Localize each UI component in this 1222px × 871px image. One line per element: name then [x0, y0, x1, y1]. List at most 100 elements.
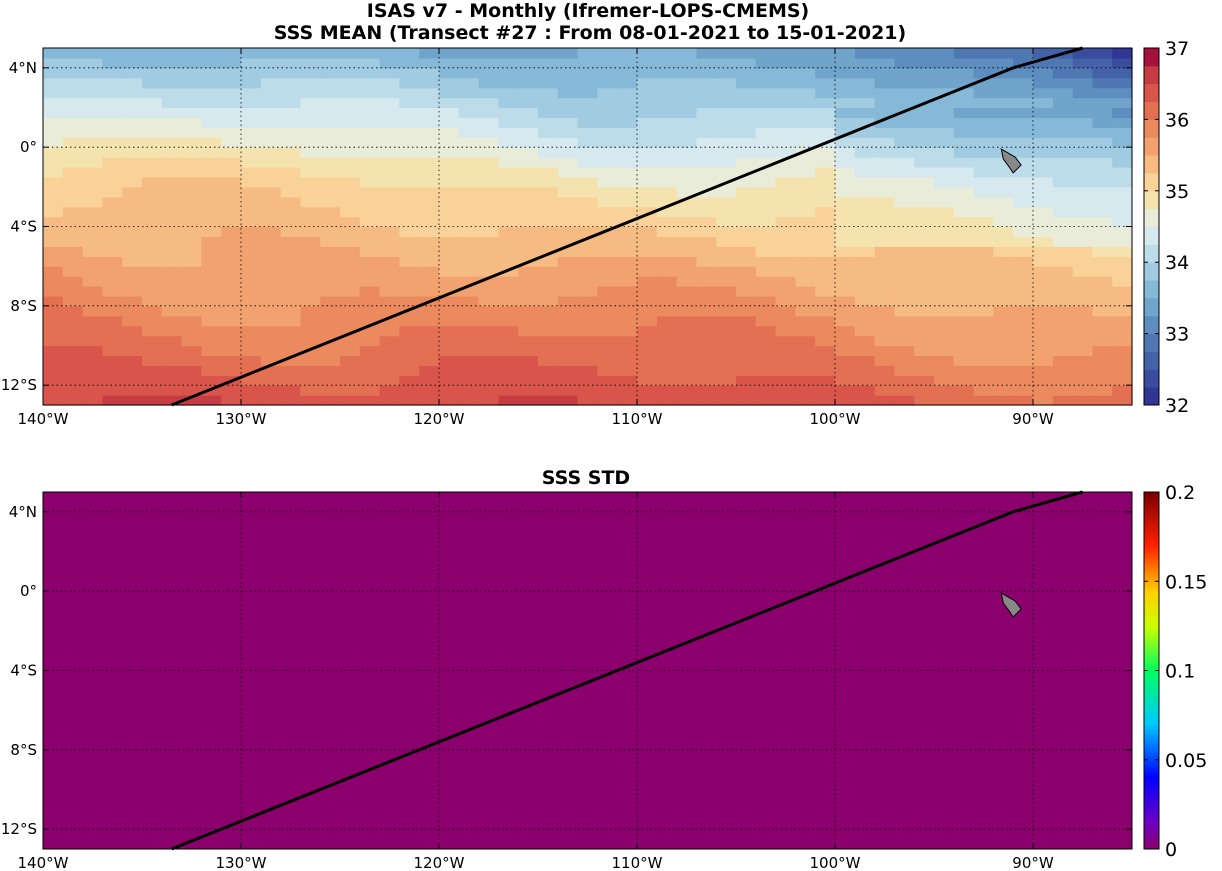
salinity-cell: [82, 87, 103, 99]
salinity-cell: [62, 147, 84, 158]
salinity-cell: [656, 375, 678, 386]
salinity-cell: [359, 117, 381, 128]
salinity-cell: [102, 395, 123, 406]
colorbar-level: [1144, 226, 1159, 245]
salinity-cell: [221, 286, 242, 297]
colorbar-level: [1144, 190, 1159, 210]
salinity-cell: [934, 226, 955, 238]
salinity-cell: [280, 276, 301, 287]
salinity-cell: [82, 305, 103, 317]
salinity-cell: [557, 167, 579, 178]
salinity-cell: [914, 117, 935, 128]
salinity-cell: [637, 355, 658, 366]
salinity-cell: [835, 256, 856, 267]
salinity-cell: [637, 385, 658, 396]
salinity-cell: [775, 256, 796, 267]
salinity-cell: [340, 295, 361, 307]
salinity-cell: [221, 266, 242, 277]
salinity-cell: [1033, 107, 1054, 119]
salinity-cell: [300, 117, 321, 128]
salinity-cell: [399, 385, 420, 396]
salinity-cell: [122, 295, 143, 307]
salinity-cell: [934, 246, 955, 257]
salinity-cell: [419, 246, 440, 257]
salinity-cell: [518, 375, 539, 386]
salinity-cell: [102, 57, 123, 69]
salinity-cell: [241, 236, 262, 247]
salinity-cell: [478, 87, 499, 99]
salinity-cell: [815, 266, 836, 277]
salinity-cell: [953, 57, 975, 69]
salinity-cell: [181, 216, 202, 228]
colorbar-level: [1144, 208, 1159, 227]
salinity-cell: [498, 276, 519, 287]
salinity-cell: [835, 305, 856, 317]
salinity-cell: [439, 167, 460, 178]
salinity-cell: [439, 157, 460, 168]
salinity-cell: [458, 157, 480, 168]
salinity-cell: [854, 117, 876, 128]
salinity-cell: [161, 236, 183, 247]
salinity-cell: [538, 167, 559, 178]
salinity-cell: [973, 186, 994, 198]
salinity-cell: [419, 365, 440, 376]
salinity-cell: [835, 266, 856, 277]
salinity-cell: [874, 127, 895, 138]
salinity-cell: [953, 365, 975, 376]
salinity-cell: [1112, 395, 1133, 406]
salinity-cell: [755, 157, 777, 168]
salinity-cell: [300, 276, 321, 287]
salinity-cell: [221, 246, 242, 257]
salinity-cell: [518, 117, 539, 128]
salinity-cell: [439, 137, 460, 148]
salinity-cell: [795, 196, 816, 208]
salinity-cell: [716, 167, 737, 178]
salinity-cell: [1092, 375, 1113, 386]
salinity-cell: [1052, 266, 1074, 277]
salinity-cell: [82, 325, 103, 337]
salinity-cell: [260, 385, 282, 396]
salinity-cell: [439, 385, 460, 396]
salinity-cell: [617, 315, 638, 327]
salinity-cell: [557, 186, 579, 198]
colorbar-tick-label: 37: [1165, 38, 1189, 60]
salinity-cell: [1072, 127, 1093, 138]
salinity-cell: [755, 87, 777, 99]
salinity-cell: [379, 137, 400, 148]
salinity-cell: [676, 176, 697, 188]
salinity-cell: [201, 117, 222, 128]
salinity-cell: [498, 286, 519, 297]
salinity-cell: [241, 77, 262, 89]
salinity-cell: [755, 236, 777, 247]
salinity-cell: [973, 315, 994, 327]
salinity-cell: [458, 246, 480, 257]
salinity-cell: [359, 206, 381, 218]
salinity-cell: [656, 48, 678, 59]
salinity-cell: [795, 355, 816, 366]
salinity-cell: [340, 266, 361, 277]
salinity-cell: [1112, 147, 1133, 158]
salinity-cell: [934, 375, 955, 386]
salinity-cell: [518, 167, 539, 178]
figure-title-line1: ISAS v7 - Monthly (Ifremer-LOPS-CMEMS): [367, 0, 809, 22]
salinity-cell: [696, 315, 717, 327]
salinity-cell: [597, 157, 618, 168]
salinity-cell: [934, 77, 955, 89]
salinity-cell: [241, 305, 262, 317]
salinity-cell: [874, 87, 895, 99]
salinity-cell: [221, 67, 242, 79]
transect-line: [171, 490, 1083, 851]
salinity-cell: [439, 57, 460, 69]
salinity-cell: [399, 48, 420, 59]
salinity-cell: [518, 236, 539, 247]
salinity-cell: [260, 48, 282, 59]
salinity-cell: [260, 127, 282, 138]
salinity-cell: [894, 286, 915, 297]
salinity-cell: [696, 57, 717, 69]
salinity-cell: [656, 276, 678, 287]
salinity-cell: [577, 226, 598, 238]
salinity-cell: [359, 335, 381, 347]
salinity-cell: [815, 295, 836, 307]
salinity-cell: [716, 57, 737, 69]
salinity-cell: [1112, 226, 1133, 238]
